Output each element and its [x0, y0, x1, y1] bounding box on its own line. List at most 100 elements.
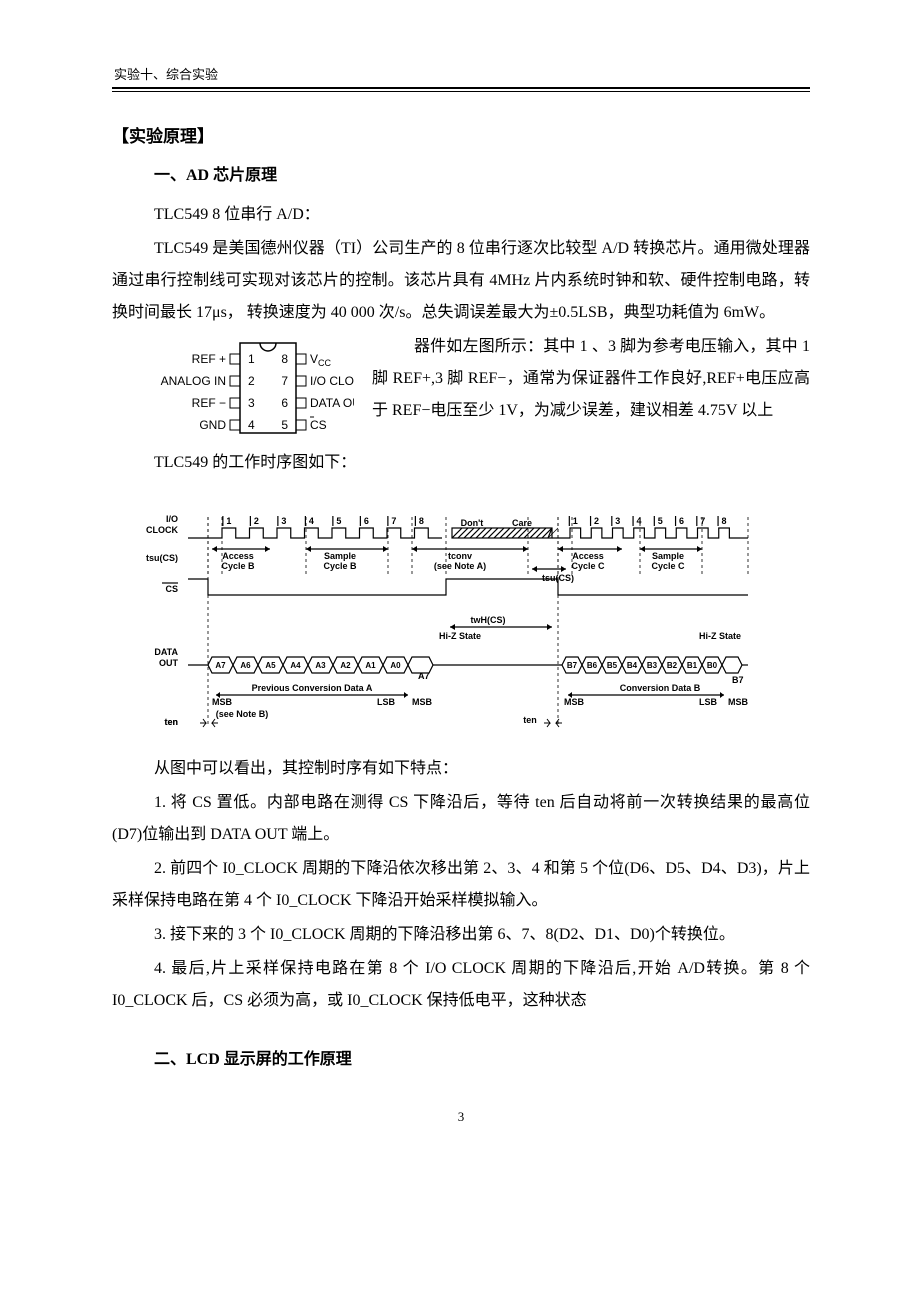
svg-text:A2: A2: [340, 661, 351, 670]
svg-text:OUT: OUT: [159, 658, 179, 668]
sub-title-a: 一、AD 芯片原理: [154, 161, 810, 185]
svg-text:REF −: REF −: [192, 396, 226, 410]
svg-text:6: 6: [364, 516, 369, 526]
svg-text:4: 4: [248, 418, 255, 432]
header-rule-thin: [112, 91, 810, 92]
svg-text:VCC: VCC: [310, 352, 332, 368]
svg-text:8: 8: [419, 516, 424, 526]
svg-text:7: 7: [391, 516, 396, 526]
svg-text:3: 3: [281, 516, 286, 526]
svg-text:Hi-Z State: Hi-Z State: [439, 631, 481, 641]
svg-text:1: 1: [226, 516, 231, 526]
svg-text:MSB: MSB: [412, 697, 433, 707]
svg-text:6: 6: [281, 396, 288, 410]
svg-text:CS: CS: [165, 584, 178, 594]
svg-text:twH(CS): twH(CS): [471, 615, 506, 625]
svg-text:A5: A5: [265, 661, 276, 670]
svg-text:ten: ten: [523, 715, 537, 725]
svg-text:B0: B0: [707, 661, 718, 670]
svg-text:ten: ten: [165, 717, 179, 727]
svg-text:8: 8: [722, 516, 727, 526]
svg-text:B7: B7: [567, 661, 578, 670]
svg-text:CLOCK: CLOCK: [146, 525, 178, 535]
para-6: 1. 将 CS 置低。内部电路在测得 CS 下降沿后，等待 ten 后自动将前一…: [112, 787, 810, 851]
svg-text:A3: A3: [315, 661, 326, 670]
chip-pinout-figure: 1REF +8VCC2ANALOG IN7I/O CLOCK3REF −6DAT…: [112, 337, 354, 437]
svg-text:Sample: Sample: [324, 551, 356, 561]
svg-text:Access: Access: [572, 551, 604, 561]
para-1: TLC549 8 位串行 A/D：: [112, 199, 810, 231]
svg-text:2: 2: [248, 374, 255, 388]
svg-text:REF +: REF +: [192, 352, 226, 366]
svg-text:DATA OUT: DATA OUT: [310, 396, 354, 410]
svg-text:DATA: DATA: [154, 647, 178, 657]
page-number: 3: [112, 1109, 810, 1125]
svg-text:LSB: LSB: [699, 697, 718, 707]
svg-text:Cycle B: Cycle B: [221, 561, 255, 571]
svg-text:tconv: tconv: [448, 551, 472, 561]
svg-text:5: 5: [281, 418, 288, 432]
svg-text:4: 4: [637, 516, 642, 526]
svg-text:2: 2: [254, 516, 259, 526]
para-5: 从图中可以看出，其控制时序有如下特点：: [112, 753, 810, 785]
svg-text:B2: B2: [667, 661, 678, 670]
svg-text:MSB: MSB: [728, 697, 749, 707]
svg-text:5: 5: [658, 516, 663, 526]
timing-diagram-figure: I/OCLOCK tsu(CS) CS DATAOUT ten 1 2 3 4 5 6 7 8 1 2 3 4 5…: [112, 487, 810, 737]
svg-text:A4: A4: [290, 661, 301, 670]
svg-text:A7: A7: [215, 661, 226, 670]
svg-text:tsu(CS): tsu(CS): [542, 573, 574, 583]
header-rule-thick: [112, 87, 810, 89]
para-8: 3. 接下来的 3 个 I0_CLOCK 周期的下降沿移出第 6、7、8(D2、…: [112, 919, 810, 951]
svg-text:I/O CLOCK: I/O CLOCK: [310, 374, 354, 388]
svg-text:B4: B4: [627, 661, 638, 670]
svg-text:1: 1: [573, 516, 578, 526]
svg-text:MSB: MSB: [564, 697, 585, 707]
svg-text:Hi-Z State: Hi-Z State: [699, 631, 741, 641]
chip-pinout-svg: 1REF +8VCC2ANALOG IN7I/O CLOCK3REF −6DAT…: [112, 337, 354, 437]
svg-text:tsu(CS): tsu(CS): [146, 553, 178, 563]
svg-text:4: 4: [309, 516, 314, 526]
svg-text:8: 8: [281, 352, 288, 366]
svg-text:B5: B5: [607, 661, 618, 670]
svg-text:A7: A7: [418, 671, 430, 681]
svg-text:5: 5: [336, 516, 341, 526]
svg-text:3: 3: [615, 516, 620, 526]
svg-text:Care: Care: [512, 518, 532, 528]
svg-text:Don't: Don't: [461, 518, 484, 528]
svg-text:CS: CS: [310, 418, 327, 432]
section-title: 【实验原理】: [112, 122, 810, 147]
running-header: 实验十、综合实验: [112, 64, 810, 83]
para-7: 2. 前四个 I0_CLOCK 周期的下降沿依次移出第 2、3、4 和第 5 个…: [112, 853, 810, 917]
svg-text:Cycle C: Cycle C: [571, 561, 605, 571]
svg-text:7: 7: [700, 516, 705, 526]
svg-text:I/O: I/O: [166, 514, 178, 524]
svg-text:Cycle B: Cycle B: [323, 561, 357, 571]
svg-text:Previous Conversion Data A: Previous Conversion Data A: [252, 683, 373, 693]
svg-text:(see Note A): (see Note A): [434, 561, 486, 571]
svg-text:GND: GND: [199, 418, 226, 432]
para-4: TLC549 的工作时序图如下：: [112, 447, 810, 479]
timing-diagram-svg: I/OCLOCK tsu(CS) CS DATAOUT ten 1 2 3 4 5 6 7 8 1 2 3 4 5…: [112, 487, 752, 737]
svg-text:B3: B3: [647, 661, 658, 670]
svg-text:A1: A1: [365, 661, 376, 670]
svg-text:7: 7: [281, 374, 288, 388]
para-2: TLC549 是美国德州仪器（TI）公司生产的 8 位串行逐次比较型 A/D 转…: [112, 233, 810, 329]
svg-text:(see Note B): (see Note B): [216, 709, 269, 719]
svg-text:MSB: MSB: [212, 697, 233, 707]
svg-text:3: 3: [248, 396, 255, 410]
svg-text:Conversion Data B: Conversion Data B: [620, 683, 701, 693]
svg-text:Access: Access: [222, 551, 254, 561]
svg-text:Sample: Sample: [652, 551, 684, 561]
svg-text:A6: A6: [240, 661, 251, 670]
svg-text:LSB: LSB: [377, 697, 396, 707]
svg-text:B6: B6: [587, 661, 598, 670]
svg-text:Cycle C: Cycle C: [651, 561, 685, 571]
sub-title-b: 二、LCD 显示屏的工作原理: [154, 1045, 810, 1069]
svg-text:2: 2: [594, 516, 599, 526]
para-9: 4. 最后,片上采样保持电路在第 8 个 I/O CLOCK 周期的下降沿后,开…: [112, 953, 810, 1017]
svg-text:6: 6: [679, 516, 684, 526]
svg-text:A0: A0: [390, 661, 401, 670]
svg-text:ANALOG IN: ANALOG IN: [161, 374, 226, 388]
svg-text:B1: B1: [687, 661, 698, 670]
